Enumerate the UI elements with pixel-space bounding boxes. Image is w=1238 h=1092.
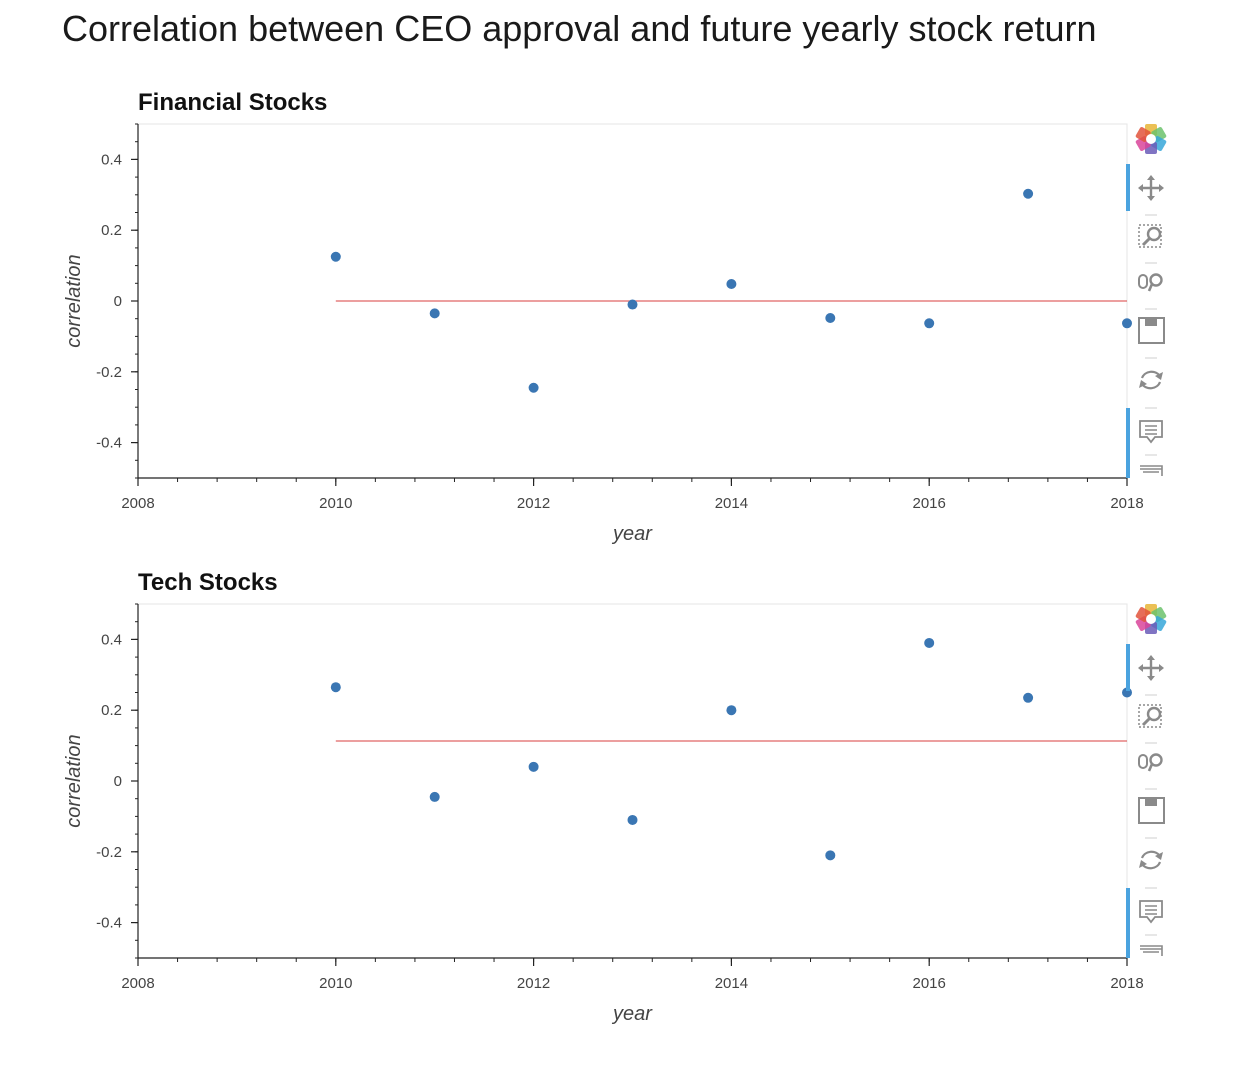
data-point <box>330 251 341 262</box>
hover2-lines <box>1140 468 1162 473</box>
hover-lines <box>1145 905 1157 915</box>
box-zoom-icon[interactable] <box>1138 224 1162 248</box>
reset-arrows <box>1139 852 1163 868</box>
active-tool-indicator <box>1126 888 1130 958</box>
hover2-lines <box>1140 948 1162 953</box>
data-point <box>627 299 638 310</box>
data-point <box>528 761 539 772</box>
x-tick-label: 2012 <box>517 975 550 992</box>
page-title: Correlation between CEO approval and fut… <box>62 8 1097 49</box>
y-tick-label: -0.4 <box>96 435 122 452</box>
save-label <box>1145 318 1157 326</box>
x-tick-label: 2016 <box>913 975 946 992</box>
x-tick-label: 2014 <box>715 975 748 992</box>
wheel-handle <box>1147 283 1154 292</box>
hover-icon[interactable] <box>1139 900 1163 924</box>
y-tick-label: 0 <box>114 773 122 790</box>
reset-icon[interactable] <box>1139 370 1163 390</box>
box-zoom-handle <box>1141 236 1152 247</box>
x-tick-label: 2014 <box>715 495 748 512</box>
wheel-handle <box>1147 763 1154 772</box>
data-point <box>528 382 539 393</box>
box-zoom-box <box>1138 224 1162 248</box>
pan-icon[interactable] <box>1138 175 1164 201</box>
chart-title: Tech Stocks <box>138 569 278 596</box>
wheel-mouse <box>1138 754 1148 769</box>
box-zoom-box <box>1138 704 1162 728</box>
x-tick-label: 2012 <box>517 495 550 512</box>
y-tick-label: 0.4 <box>101 151 122 168</box>
y-tick-label: -0.2 <box>96 844 122 861</box>
pan-cross <box>1140 177 1162 199</box>
x-tick-label: 2008 <box>121 495 154 512</box>
hover2-frame <box>1140 945 1163 956</box>
data-point <box>726 705 737 716</box>
active-tool-indicator <box>1126 644 1130 691</box>
financial-stocks-chart: Financial Stocks 0.4 0.2 0 -0.2 -0.4 2008 2010 2… <box>63 89 1167 545</box>
y-tick-label: -0.4 <box>96 915 122 932</box>
financial-stocks-panel: Financial Stocks 0.4 0.2 0 -0.2 -0.4 2008 2010 2… <box>0 80 1238 560</box>
data-point <box>1023 188 1034 199</box>
data-point <box>825 312 836 323</box>
wheel-lens <box>1149 753 1163 767</box>
y-axis-label: correlation <box>63 734 85 827</box>
data-point <box>429 791 440 802</box>
bokeh-logo-center <box>1146 614 1156 624</box>
pan-cross <box>1140 657 1162 679</box>
hover-icon-2[interactable] <box>1140 945 1163 956</box>
x-axis-label: year <box>611 1003 653 1025</box>
y-tick-label: 0.2 <box>101 222 122 239</box>
hover-bubble <box>1139 420 1163 444</box>
save-icon[interactable] <box>1138 797 1165 824</box>
box-zoom-lens <box>1146 706 1162 722</box>
hover2-frame <box>1140 465 1163 476</box>
hover-icon[interactable] <box>1139 420 1163 444</box>
y-axis-label: correlation <box>63 254 85 347</box>
y-tick-label: -0.2 <box>96 364 122 381</box>
x-tick-label: 2018 <box>1110 975 1143 992</box>
y-tick-label: 0.2 <box>101 702 122 719</box>
reset-arrows <box>1139 372 1163 388</box>
tech-stocks-chart: Tech Stocks 0.4 0.2 0 -0.2 -0.4 2008 2010 2012 20… <box>63 569 1167 1025</box>
data-point <box>924 318 935 329</box>
bokeh-logo-icon[interactable] <box>1135 604 1167 634</box>
bokeh-logo-icon[interactable] <box>1135 124 1167 154</box>
reset-icon[interactable] <box>1139 850 1163 870</box>
x-tick-label: 2016 <box>913 495 946 512</box>
hover-lines <box>1145 425 1157 435</box>
wheel-zoom-icon[interactable] <box>1138 273 1163 292</box>
x-tick-label: 2010 <box>319 975 352 992</box>
pan-icon[interactable] <box>1138 655 1164 681</box>
wheel-mouse <box>1138 274 1148 289</box>
bokeh-logo-center <box>1146 134 1156 144</box>
data-point <box>924 637 935 648</box>
plot-frame <box>137 603 1128 959</box>
chart-title: Financial Stocks <box>138 89 327 116</box>
save-icon[interactable] <box>1138 317 1165 344</box>
data-point <box>726 279 737 290</box>
x-tick-label: 2018 <box>1110 495 1143 512</box>
tech-stocks-panel: Tech Stocks 0.4 0.2 0 -0.2 -0.4 2008 2010 2012 20… <box>0 560 1238 1040</box>
wheel-lens <box>1149 273 1163 287</box>
wheel-zoom-icon[interactable] <box>1138 753 1163 772</box>
hover-bubble <box>1139 900 1163 924</box>
active-tool-indicator <box>1126 408 1130 478</box>
save-label <box>1145 798 1157 806</box>
data-point <box>1023 692 1034 703</box>
y-tick-label: 0.4 <box>101 631 122 648</box>
hover-icon-2[interactable] <box>1140 465 1163 476</box>
x-tick-label: 2010 <box>319 495 352 512</box>
x-tick-label: 2008 <box>121 975 154 992</box>
y-tick-label: 0 <box>114 293 122 310</box>
data-point <box>1122 318 1132 329</box>
box-zoom-handle <box>1141 716 1152 727</box>
active-tool-indicator <box>1126 164 1130 211</box>
data-point <box>825 850 836 861</box>
box-zoom-lens <box>1146 226 1162 242</box>
data-point <box>627 814 638 825</box>
data-point <box>429 308 440 319</box>
data-point <box>330 682 341 693</box>
x-axis-label: year <box>611 523 653 545</box>
box-zoom-icon[interactable] <box>1138 704 1162 728</box>
